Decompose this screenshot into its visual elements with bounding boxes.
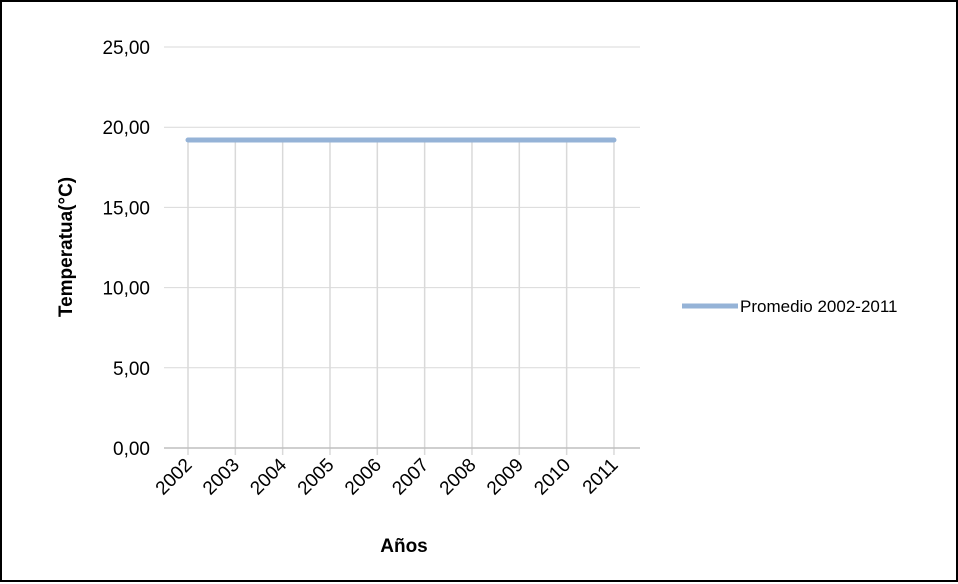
- x-tick-label: 2003: [199, 455, 244, 500]
- y-axis-ticks: 0,00 5,00 10,00 15,00 20,00 25,00: [102, 38, 150, 460]
- x-axis-ticks: 2002 2003 2004 2005 2006 2007 2008 2009 2010 2011: [152, 454, 623, 499]
- legend-label-promedio: Promedio 2002-2011: [740, 297, 898, 316]
- x-tick-label: 2010: [530, 455, 575, 500]
- y-tick-label: 25,00: [102, 38, 150, 59]
- y-tick-label: 0,00: [113, 439, 150, 460]
- x-tick-label: 2004: [246, 454, 291, 499]
- x-axis-title: Años: [380, 536, 428, 557]
- y-tick-label: 10,00: [102, 279, 150, 300]
- y-tick-label: 20,00: [102, 118, 150, 139]
- x-tick-label: 2005: [294, 455, 339, 500]
- x-tick-label: 2007: [388, 455, 433, 500]
- x-tick-label: 2002: [152, 455, 197, 500]
- gridlines: [164, 46, 640, 455]
- x-tick-label: 2008: [436, 455, 481, 500]
- y-tick-label: 5,00: [113, 359, 150, 380]
- y-tick-label: 15,00: [102, 198, 150, 219]
- x-tick-label: 2011: [579, 455, 623, 499]
- x-tick-label: 2006: [341, 455, 386, 500]
- y-axis-title: Temperatua(°C): [56, 177, 77, 317]
- legend: Promedio 2002-2011: [682, 297, 898, 316]
- x-tick-label: 2009: [483, 455, 528, 500]
